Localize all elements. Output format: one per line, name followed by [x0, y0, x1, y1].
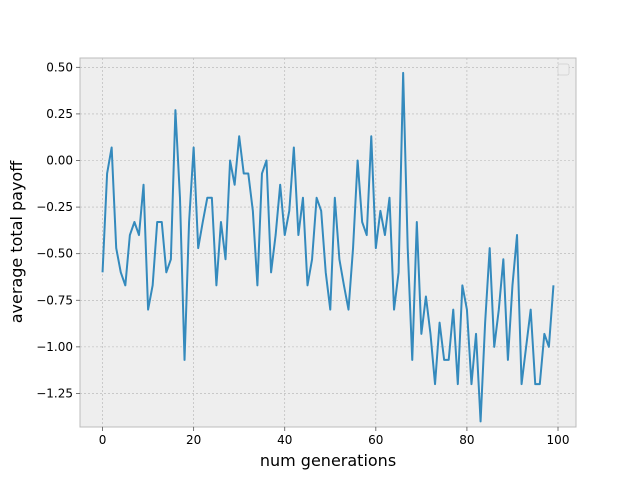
x-tick-label: 0 [99, 433, 107, 447]
y-tick-label: 0.50 [46, 60, 73, 74]
y-tick-label: −1.00 [36, 340, 73, 354]
x-tick-label: 80 [459, 433, 474, 447]
y-tick-label: −0.25 [36, 200, 73, 214]
x-tick-label: 40 [277, 433, 292, 447]
x-tick-label: 60 [368, 433, 383, 447]
x-tick-label: 100 [547, 433, 570, 447]
x-axis-ticks: 0 20 40 60 80 100 [99, 427, 570, 447]
series-layer [101, 71, 555, 423]
y-tick-label: −0.50 [36, 247, 73, 261]
y-tick-label: −0.75 [36, 293, 73, 307]
legend-box [557, 63, 570, 76]
y-tick-label: 0.00 [46, 154, 73, 168]
y-axis-ticks: 0.50 0.25 0.00 −0.25 −0.50 −0.75 −1.00 −1.25 [36, 60, 80, 400]
series-line-0 [101, 71, 555, 423]
y-tick-label: −1.25 [36, 386, 73, 400]
y-axis-label: average total payoff [7, 160, 26, 323]
plot-area [80, 58, 576, 427]
y-tick-label: 0.25 [46, 107, 73, 121]
plot-border [79, 57, 577, 428]
x-tick-label: 20 [186, 433, 201, 447]
x-axis-label: num generations [260, 451, 396, 470]
